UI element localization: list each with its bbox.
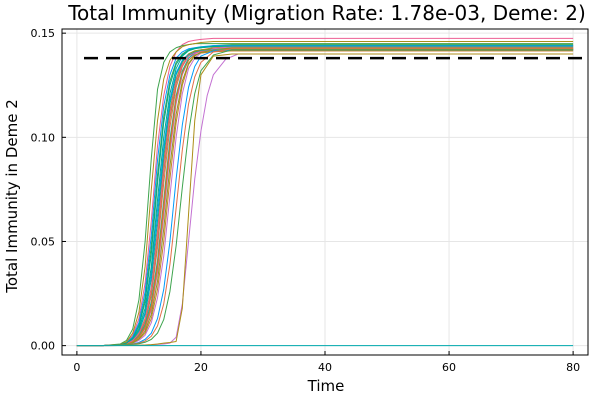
- y-axis-label: Total Immunity in Deme 2: [3, 99, 21, 294]
- x-tick-label-3: 60: [442, 361, 456, 374]
- series-lines: [76, 37, 574, 347]
- y-tick-label-1: 0.05: [31, 235, 56, 248]
- series-line-24: [76, 53, 574, 347]
- series-line-18: [76, 45, 574, 347]
- x-tick-label-0: 0: [73, 361, 80, 374]
- x-tick-label-4: 80: [566, 361, 580, 374]
- x-tick-label-2: 40: [318, 361, 332, 374]
- y-tick-label-0: 0.00: [31, 340, 56, 353]
- series-line-14: [76, 41, 574, 347]
- x-axis-ticks: 0 20 40 60 80: [73, 351, 580, 374]
- series-line-12: [76, 43, 574, 347]
- chart-title: Total Immunity (Migration Rate: 1.78e-03…: [67, 1, 586, 25]
- y-tick-label-2: 0.10: [31, 131, 56, 144]
- y-tick-label-3: 0.15: [31, 27, 56, 40]
- series-line-22: [76, 49, 574, 347]
- x-tick-label-1: 20: [194, 361, 208, 374]
- x-axis-label: Time: [307, 377, 345, 395]
- y-axis-ticks: 0.00 0.05 0.10 0.15: [31, 27, 66, 353]
